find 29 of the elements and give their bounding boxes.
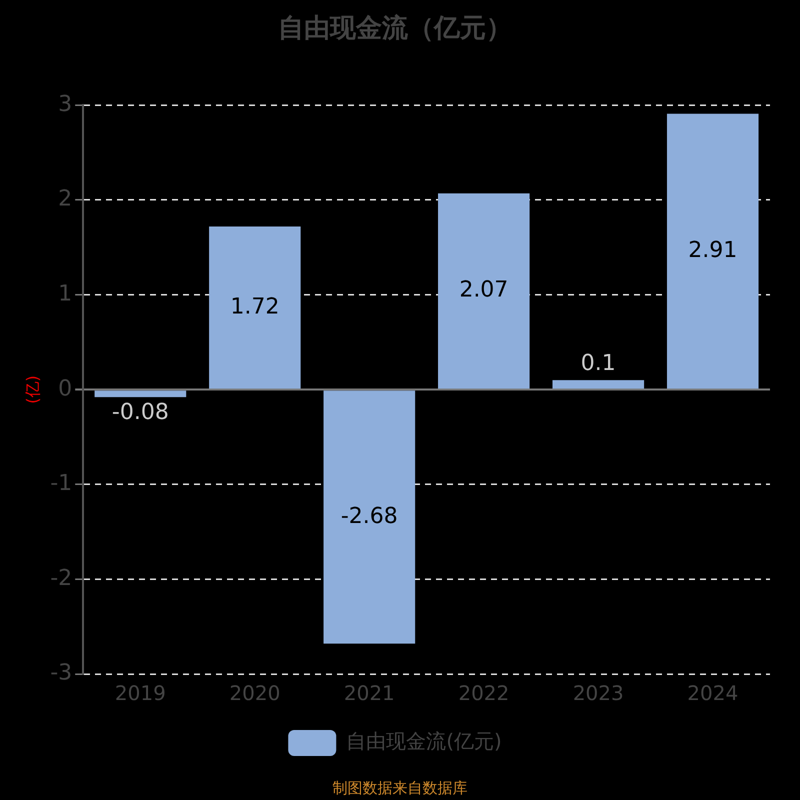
bar bbox=[552, 380, 644, 389]
y-tick-label: 2 bbox=[58, 186, 72, 212]
y-tick-label: 0 bbox=[58, 376, 72, 402]
bar bbox=[94, 390, 186, 398]
legend-label: 自由现金流(亿元) bbox=[346, 729, 502, 754]
y-tick-label: -1 bbox=[50, 471, 72, 496]
x-tick-label: 2022 bbox=[458, 681, 510, 706]
y-tick-label: 1 bbox=[58, 282, 72, 307]
y-tick-label: -2 bbox=[50, 566, 72, 591]
text: 制图数据来自数据库 bbox=[332, 778, 468, 798]
bar bbox=[438, 193, 530, 389]
x-tick-label: 2023 bbox=[572, 681, 624, 706]
bar bbox=[209, 226, 301, 389]
data-label: 0.1 bbox=[580, 350, 616, 376]
data-label: 2.07 bbox=[459, 278, 508, 303]
data-label: 1.72 bbox=[230, 294, 280, 320]
x-tick-label: 2020 bbox=[229, 681, 280, 706]
y-tick-label: 3 bbox=[58, 92, 72, 117]
data-label: -0.08 bbox=[112, 400, 169, 425]
y-axis-title: (亿) bbox=[22, 375, 42, 404]
x-tick-label: 2019 bbox=[114, 681, 166, 706]
x-tick-label: 2024 bbox=[687, 681, 738, 706]
y-tick-label: -3 bbox=[50, 660, 72, 686]
bar bbox=[324, 390, 416, 644]
x-tick-label: 2021 bbox=[344, 681, 395, 706]
data-label: 2.91 bbox=[688, 238, 738, 263]
chart-title: 自由现金流（亿元） bbox=[278, 13, 512, 44]
data-label: -2.68 bbox=[340, 504, 398, 529]
bar bbox=[666, 114, 759, 389]
